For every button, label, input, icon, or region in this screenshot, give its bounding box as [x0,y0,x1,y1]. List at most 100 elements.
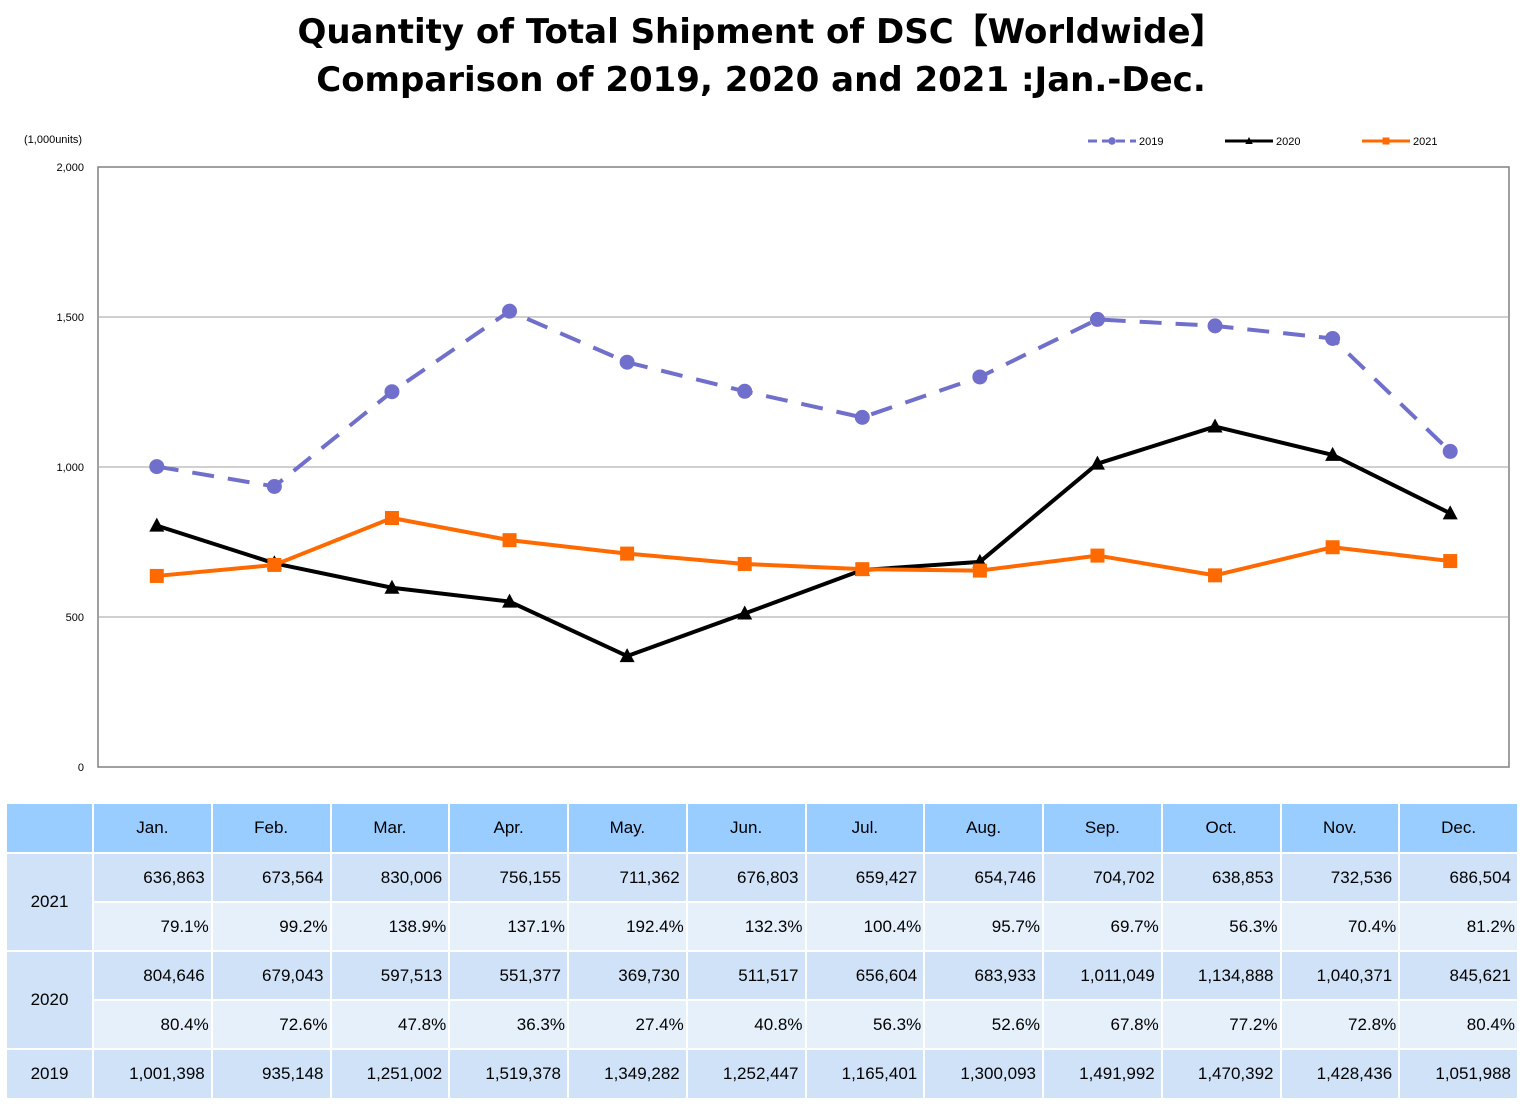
data-point-2019 [266,478,282,494]
percent-cell: 81.2% [1398,901,1519,952]
value-cell: 704,702 [1042,852,1163,903]
series-2021 [149,510,1458,583]
data-point-2021 [384,510,399,525]
value-cell: 1,251,002 [329,1048,451,1100]
data-point-2019 [1207,318,1223,334]
year-cell: 2019 [5,1048,94,1100]
value-cell: 683,933 [923,950,1044,1001]
month-header: Aug. [923,802,1044,854]
data-point-2019 [149,459,165,475]
legend-entry-2020: 2020 [1225,136,1300,148]
table-row: 2021 636,863 673,564 830,006 756,155 711,362 6… [5,852,1519,952]
value-cell: 597,513 [329,950,451,1001]
value-cell: 1,011,049 [1042,950,1163,1001]
value-cell: 830,006 [329,852,451,903]
value-cell: 711,362 [567,852,688,903]
percent-cell: 52.6% [923,999,1044,1050]
percent-cell: 77.2% [1160,999,1282,1050]
table-row: 80.4% 72.6% 47.8% 36.3% 27.4% 40.8% 56.3% 52.6%… [6,999,1519,1050]
data-point-2019 [1325,330,1341,346]
table-corner-cell [5,802,94,854]
chart-title-line-2: Comparison of 2019, 2020 and 2021 :Jan.-… [316,60,1206,100]
percent-cell: 40.8% [685,999,807,1050]
percent-cell: 79.1% [92,901,213,952]
percent-cell: 70.4% [1279,901,1401,952]
value-cell: 1,165,401 [804,1048,926,1100]
value-cell: 845,621 [1398,950,1519,1001]
value-cell: 638,853 [1160,852,1282,903]
data-point-2021 [972,563,987,578]
legend-label: 2021 [1413,136,1437,148]
y-tick-label: 1,000 [56,462,84,474]
y-tick-label: 2,000 [56,162,84,174]
chart-title-line-1: Quantity of Total Shipment of DSC【Worldw… [297,12,1225,52]
value-cell: 679,043 [210,950,332,1001]
table-header-row: Jan. Feb. Mar. Apr. May. Jun. Jul. Aug. Sep. Oct.… [5,802,1519,854]
data-point-2019 [972,369,988,385]
percent-cell: 47.8% [329,999,451,1050]
legend: 2019 2020 2021 [1088,136,1437,148]
y-tick-label: 1,500 [56,312,84,324]
month-header: Jan. [92,802,213,854]
percent-cell: 138.9% [329,901,451,952]
year-cell: 2021 [5,852,94,952]
data-point-2019 [384,384,400,400]
percent-cell: 72.8% [1279,999,1401,1050]
month-header: Jun. [685,802,807,854]
percent-cell: 192.4% [567,901,688,952]
value-cell: 732,536 [1279,852,1401,903]
value-cell: 756,155 [448,852,569,903]
series-line-2020 [156,424,1452,659]
value-cell: 659,427 [804,852,926,903]
unit-label: (1,000units) [24,134,82,146]
value-cell: 654,746 [923,852,1044,903]
year-cell: 2020 [5,950,94,1050]
month-header: Feb. [210,802,332,854]
value-cell: 369,730 [567,950,688,1001]
y-tick-label: 0 [78,762,84,774]
value-cell: 686,504 [1398,852,1519,903]
data-table: Jan. Feb. Mar. Apr. May. Jun. Jul. Aug. Sep. Oct.… [5,802,1519,1100]
data-point-2021 [620,546,635,561]
month-header: Mar. [329,802,451,854]
percent-cell: 56.3% [1160,901,1282,952]
value-cell: 1,300,093 [923,1048,1044,1100]
percent-cell: 67.8% [1042,999,1163,1050]
legend-marker [1245,137,1253,144]
chart-title: Quantity of Total Shipment of DSC【Worldw… [0,8,1522,104]
series-2019 [149,303,1458,494]
value-cell: 1,051,988 [1398,1048,1519,1100]
value-cell: 656,604 [804,950,926,1001]
value-cell: 1,491,992 [1042,1048,1163,1100]
month-header: Apr. [448,802,569,854]
value-cell: 1,252,447 [685,1048,807,1100]
series-line-2019 [156,309,1452,489]
value-cell: 1,428,436 [1279,1048,1401,1100]
legend-entry-2021: 2021 [1362,136,1437,148]
data-point-2021 [1443,554,1458,569]
percent-cell: 69.7% [1042,901,1163,952]
table-row: 2020 804,646 679,043 597,513 551,377 369,730 5… [5,950,1519,1050]
data-point-2019 [1089,311,1105,327]
table-row: 79.1% 99.2% 138.9% 137.1% 192.4% 132.3% 100.4%… [6,901,1519,952]
percent-cell: 80.4% [1398,999,1519,1050]
data-point-2020 [737,605,753,620]
value-cell: 1,040,371 [1279,950,1401,1001]
percent-cell: 137.1% [448,901,569,952]
data-point-2019 [619,354,635,370]
data-point-2021 [1090,548,1105,563]
data-point-2020 [149,517,165,532]
value-cell: 551,377 [448,950,569,1001]
data-point-2020 [1325,446,1341,461]
data-point-2021 [855,562,870,577]
y-tick-label: 500 [66,612,84,624]
data-point-2021 [737,556,752,571]
data-point-2019 [737,383,753,399]
percent-cell: 80.4% [92,999,213,1050]
line-chart: 0 500 1,000 1,500 2,000 (1,000units) 2019 202… [24,134,1510,774]
value-cell: 1,349,282 [567,1048,688,1100]
value-cell: 1,519,378 [448,1048,569,1100]
data-point-2020 [1442,505,1458,520]
percent-cell: 132.3% [685,901,807,952]
data-point-2020 [1207,418,1223,433]
